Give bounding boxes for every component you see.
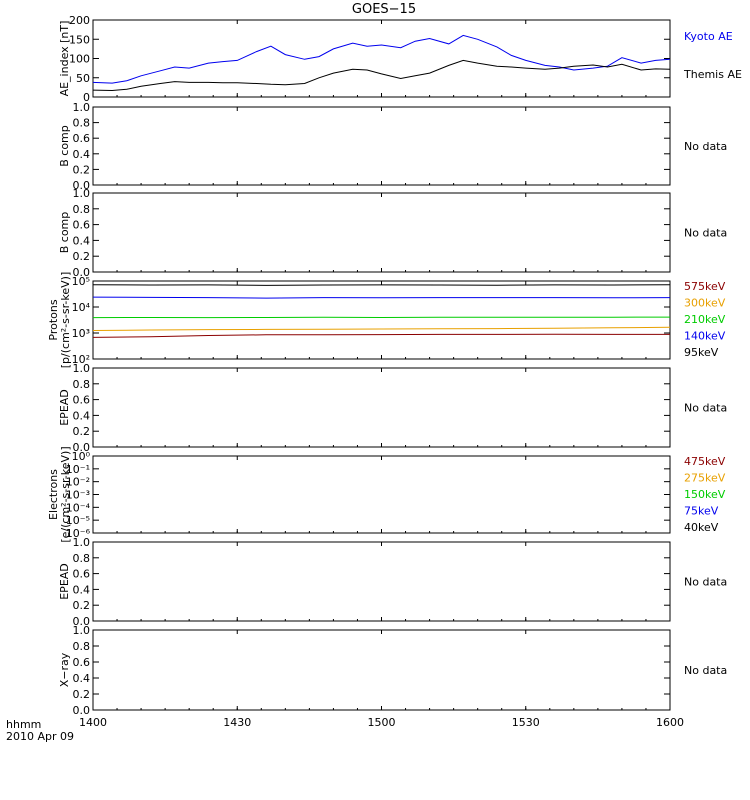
series-line-kyoto-ae bbox=[92, 34, 671, 84]
y-tick-label: 200 bbox=[69, 14, 90, 27]
y-tick-label: 0.2 bbox=[73, 163, 91, 176]
y-axis-label: B comp bbox=[58, 125, 71, 167]
legend-entry: 95keV bbox=[684, 346, 719, 359]
y-axis-label: X−ray bbox=[58, 652, 71, 687]
y-tick-label: 0.6 bbox=[73, 394, 91, 407]
panel-frame bbox=[92, 192, 671, 273]
y-tick-label: 10³ bbox=[72, 327, 90, 340]
panel-frame bbox=[92, 19, 671, 98]
panel-frame bbox=[92, 106, 671, 186]
no-data-label: No data bbox=[684, 664, 727, 677]
y-axis-label: EPEAD bbox=[58, 563, 71, 600]
legend-entry: 140keV bbox=[684, 330, 726, 343]
y-tick-label: 10⁻³ bbox=[66, 489, 90, 502]
footer-hhmm: hhmm bbox=[6, 718, 41, 731]
no-data-label: No data bbox=[684, 402, 727, 415]
panel-frame bbox=[92, 541, 671, 622]
x-tick-label: 1430 bbox=[223, 716, 251, 729]
y-tick-label: 1.0 bbox=[73, 101, 91, 114]
legend-entry: 40keV bbox=[684, 521, 719, 534]
y-axis-label: Protons bbox=[47, 299, 60, 340]
y-axis-label: B comp bbox=[58, 212, 71, 254]
y-tick-label: 0.8 bbox=[73, 640, 91, 653]
y-tick-label: 0.4 bbox=[73, 583, 91, 596]
no-data-label: No data bbox=[684, 227, 727, 240]
y-tick-label: 10⁻⁴ bbox=[66, 501, 91, 514]
y-axis-label: EPEAD bbox=[58, 389, 71, 426]
y-tick-label: 0.6 bbox=[73, 132, 91, 145]
y-tick-label: 50 bbox=[76, 72, 90, 85]
series-line-300kev bbox=[92, 326, 671, 331]
y-tick-label: 0.4 bbox=[73, 234, 91, 247]
y-tick-label: 0.0 bbox=[73, 266, 91, 279]
no-data-label: No data bbox=[684, 140, 727, 153]
y-tick-label: 0.2 bbox=[73, 688, 91, 701]
panel-frame bbox=[92, 280, 671, 360]
series-line-140kev bbox=[92, 296, 671, 299]
y-axis-label: AE_index [nT] bbox=[58, 21, 71, 97]
y-tick-label: 10² bbox=[72, 353, 90, 366]
y-tick-label: 0.2 bbox=[73, 599, 91, 612]
y-axis-label-units: [p/(cm²-s-sr-keV)] bbox=[59, 272, 72, 369]
panel-frame bbox=[92, 629, 671, 711]
y-tick-label: 0.0 bbox=[73, 179, 91, 192]
y-tick-label: 10⁵ bbox=[72, 275, 90, 288]
x-tick-label: 1600 bbox=[656, 716, 684, 729]
x-tick-label: 1400 bbox=[79, 716, 107, 729]
panel-frame bbox=[92, 455, 671, 534]
y-tick-label: 10⁻⁵ bbox=[66, 514, 90, 527]
legend-entry: Kyoto AE bbox=[684, 30, 733, 43]
y-tick-label: 0.6 bbox=[73, 219, 91, 232]
y-tick-label: 0.4 bbox=[73, 148, 91, 161]
y-tick-label: 100 bbox=[69, 53, 90, 66]
y-tick-label: 1.0 bbox=[73, 624, 91, 637]
legend-entry: 275keV bbox=[684, 472, 726, 485]
series-line-210kev bbox=[92, 316, 671, 319]
x-tick-label: 1530 bbox=[512, 716, 540, 729]
y-tick-label: 0.0 bbox=[73, 441, 91, 454]
y-tick-label: 10⁻² bbox=[66, 476, 90, 489]
y-tick-label: 0.2 bbox=[73, 425, 91, 438]
y-tick-label: 10⁴ bbox=[72, 301, 91, 314]
x-tick-label: 1500 bbox=[368, 716, 396, 729]
y-tick-label: 10⁰ bbox=[72, 450, 91, 463]
plot-title: GOES−15 bbox=[352, 2, 416, 17]
y-tick-label: 0.0 bbox=[73, 704, 91, 717]
y-tick-label: 0.8 bbox=[73, 378, 91, 391]
y-tick-label: 10⁻¹ bbox=[66, 463, 90, 476]
panel-frame bbox=[92, 367, 671, 448]
legend-entry: 575keV bbox=[684, 280, 726, 293]
footer-date: 2010 Apr 09 bbox=[6, 730, 74, 743]
y-tick-label: 0.4 bbox=[73, 409, 91, 422]
series-line-themis-ae bbox=[92, 59, 671, 92]
y-tick-label: 0.6 bbox=[73, 656, 91, 669]
y-tick-label: 1.0 bbox=[73, 536, 91, 549]
y-axis-label: Electrons bbox=[47, 469, 60, 520]
series-line-575kev bbox=[92, 333, 670, 338]
y-tick-label: 1.0 bbox=[73, 187, 91, 200]
no-data-label: No data bbox=[684, 576, 727, 589]
y-tick-label: 10⁻⁶ bbox=[66, 527, 91, 540]
y-tick-label: 0.8 bbox=[73, 552, 91, 565]
y-tick-label: 0.0 bbox=[73, 615, 91, 628]
legend-entry: 475keV bbox=[684, 455, 726, 468]
y-tick-label: 1.0 bbox=[73, 362, 91, 375]
y-tick-label: 0.4 bbox=[73, 672, 91, 685]
y-tick-label: 0.6 bbox=[73, 568, 91, 581]
legend-entry: Themis AE bbox=[683, 68, 742, 81]
series-line-95kev bbox=[92, 284, 671, 286]
legend-entry: 150keV bbox=[684, 488, 726, 501]
legend-entry: 300keV bbox=[684, 297, 726, 310]
y-tick-label: 0.8 bbox=[73, 117, 91, 130]
y-tick-label: 0.8 bbox=[73, 203, 91, 216]
y-tick-label: 0 bbox=[83, 91, 90, 104]
legend-entry: 75keV bbox=[684, 505, 719, 518]
y-tick-label: 150 bbox=[69, 33, 90, 46]
legend-entry: 210keV bbox=[684, 313, 726, 326]
y-axis-label-units: [e/(cm²-s-sr-keV)] bbox=[59, 446, 72, 542]
y-tick-label: 0.2 bbox=[73, 250, 91, 263]
